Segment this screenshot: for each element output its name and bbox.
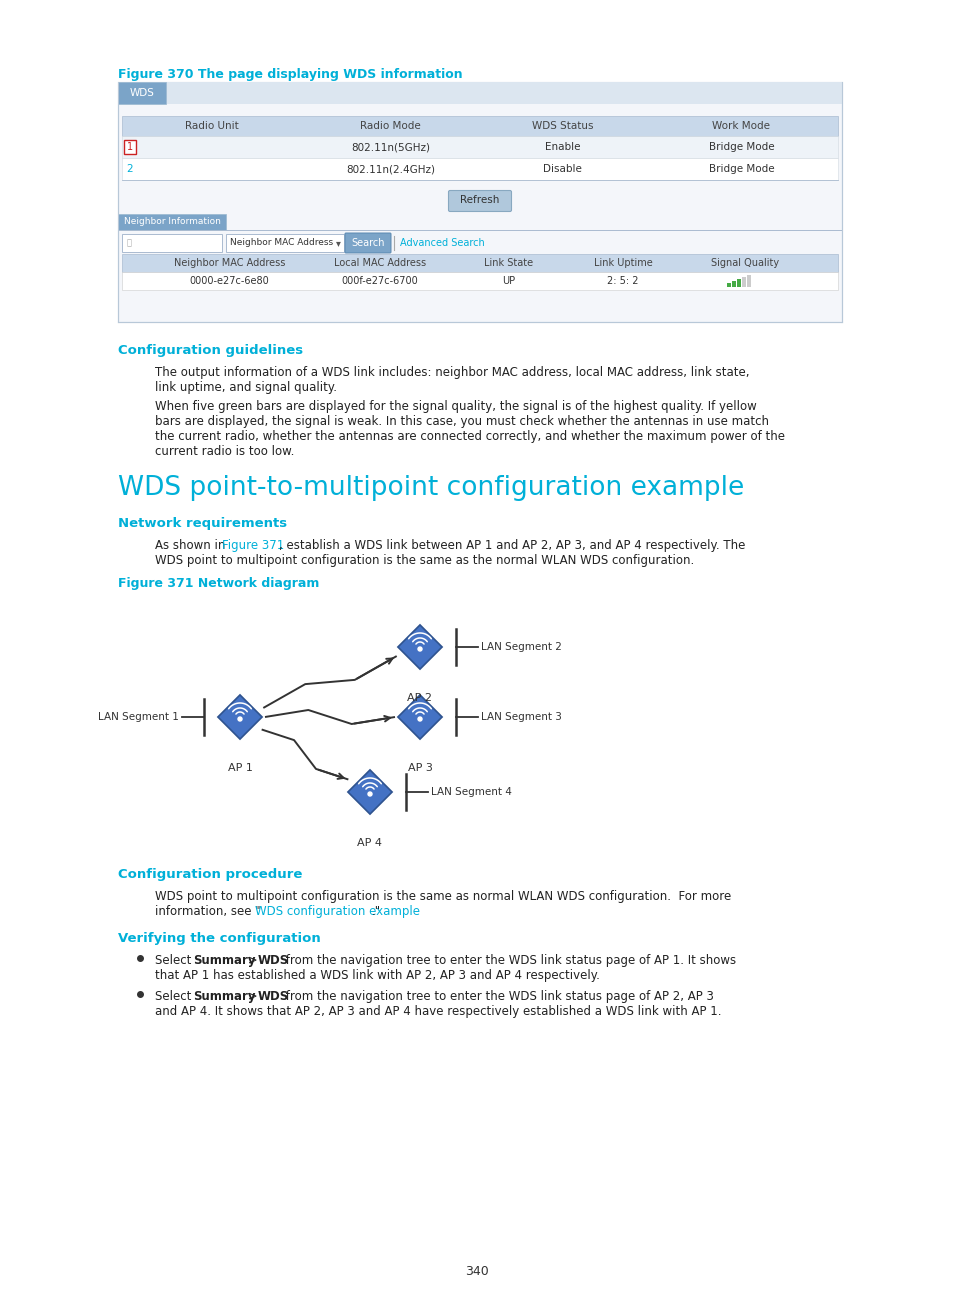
Text: LAN Segment 2: LAN Segment 2 bbox=[480, 642, 561, 652]
Text: Link Uptime: Link Uptime bbox=[593, 258, 652, 268]
Text: link uptime, and signal quality.: link uptime, and signal quality. bbox=[154, 381, 336, 394]
Bar bbox=[226, 235, 344, 251]
Bar bbox=[122, 117, 837, 136]
Text: WDS: WDS bbox=[257, 990, 289, 1003]
Text: WDS Status: WDS Status bbox=[531, 121, 593, 131]
Text: WDS point-to-multipoint configuration example: WDS point-to-multipoint configuration ex… bbox=[118, 476, 743, 502]
Text: Neighbor MAC Address: Neighbor MAC Address bbox=[230, 238, 333, 248]
Text: the current radio, whether the antennas are connected correctly, and whether the: the current radio, whether the antennas … bbox=[154, 430, 784, 443]
Text: Bridge Mode: Bridge Mode bbox=[708, 165, 773, 174]
Text: Local MAC Address: Local MAC Address bbox=[334, 258, 425, 268]
Bar bbox=[118, 82, 166, 104]
Circle shape bbox=[368, 792, 372, 796]
Text: >: > bbox=[244, 990, 261, 1003]
Text: AP 4: AP 4 bbox=[357, 839, 382, 848]
Text: LAN Segment 4: LAN Segment 4 bbox=[431, 787, 512, 797]
Text: 0000-e27c-6e80: 0000-e27c-6e80 bbox=[190, 276, 269, 286]
Bar bbox=[122, 272, 837, 290]
Bar bbox=[118, 82, 841, 321]
Text: Verifying the configuration: Verifying the configuration bbox=[118, 932, 320, 945]
Text: .": ." bbox=[372, 905, 381, 918]
Text: Figure 371: Figure 371 bbox=[222, 539, 284, 552]
Text: WDS: WDS bbox=[257, 954, 289, 967]
Text: 802.11n(2.4GHz): 802.11n(2.4GHz) bbox=[346, 165, 435, 174]
Text: Enable: Enable bbox=[544, 143, 579, 152]
Bar bbox=[122, 136, 837, 158]
FancyBboxPatch shape bbox=[448, 191, 511, 211]
Text: Disable: Disable bbox=[542, 165, 581, 174]
Text: WDS: WDS bbox=[130, 88, 154, 98]
Text: UP: UP bbox=[501, 276, 515, 286]
Text: current radio is too low.: current radio is too low. bbox=[154, 445, 294, 457]
Bar bbox=[122, 158, 837, 180]
Text: from the navigation tree to enter the WDS link status page of AP 1. It shows: from the navigation tree to enter the WD… bbox=[282, 954, 736, 967]
Text: 802.11n(5GHz): 802.11n(5GHz) bbox=[351, 143, 430, 152]
Text: When five green bars are displayed for the signal quality, the signal is of the : When five green bars are displayed for t… bbox=[154, 400, 756, 413]
Text: Advanced Search: Advanced Search bbox=[399, 238, 484, 248]
Text: ▾: ▾ bbox=[335, 238, 340, 248]
Bar bbox=[736, 279, 740, 286]
Bar bbox=[122, 254, 837, 272]
Text: Refresh: Refresh bbox=[460, 194, 499, 205]
Text: Select: Select bbox=[154, 954, 195, 967]
Text: Figure 370 The page displaying WDS information: Figure 370 The page displaying WDS infor… bbox=[118, 67, 462, 80]
Circle shape bbox=[417, 717, 421, 721]
Text: and AP 4. It shows that AP 2, AP 3 and AP 4 have respectively established a WDS : and AP 4. It shows that AP 2, AP 3 and A… bbox=[154, 1004, 720, 1017]
Text: Radio Mode: Radio Mode bbox=[359, 121, 420, 131]
Text: 2: 5: 2: 2: 5: 2 bbox=[607, 276, 639, 286]
Circle shape bbox=[417, 647, 421, 651]
Bar bbox=[726, 283, 730, 286]
Text: Link State: Link State bbox=[483, 258, 533, 268]
Text: bars are displayed, the signal is weak. In this case, you must check whether the: bars are displayed, the signal is weak. … bbox=[154, 415, 768, 428]
Text: Neighbor Information: Neighbor Information bbox=[124, 216, 221, 226]
Text: Neighbor MAC Address: Neighbor MAC Address bbox=[173, 258, 285, 268]
Text: Figure 371 Network diagram: Figure 371 Network diagram bbox=[118, 577, 319, 590]
Bar bbox=[124, 140, 136, 154]
Text: WDS point to multipoint configuration is the same as the normal WLAN WDS configu: WDS point to multipoint configuration is… bbox=[154, 553, 694, 568]
Text: Radio Unit: Radio Unit bbox=[185, 121, 238, 131]
Text: WDS configuration example: WDS configuration example bbox=[254, 905, 419, 918]
Polygon shape bbox=[397, 695, 441, 739]
Circle shape bbox=[237, 717, 242, 721]
Text: from the navigation tree to enter the WDS link status page of AP 2, AP 3: from the navigation tree to enter the WD… bbox=[282, 990, 713, 1003]
Text: Network requirements: Network requirements bbox=[118, 517, 287, 530]
Text: Configuration guidelines: Configuration guidelines bbox=[118, 343, 303, 356]
Text: , establish a WDS link between AP 1 and AP 2, AP 3, and AP 4 respectively. The: , establish a WDS link between AP 1 and … bbox=[278, 539, 744, 552]
Text: 1: 1 bbox=[127, 143, 132, 152]
Text: LAN Segment 3: LAN Segment 3 bbox=[480, 712, 561, 722]
Text: Signal Quality: Signal Quality bbox=[710, 258, 779, 268]
Bar bbox=[741, 277, 745, 286]
FancyBboxPatch shape bbox=[345, 233, 391, 253]
Text: 🔍: 🔍 bbox=[127, 238, 132, 248]
Text: information, see ": information, see " bbox=[154, 905, 260, 918]
Polygon shape bbox=[217, 695, 262, 739]
Bar bbox=[746, 275, 750, 286]
Bar bbox=[118, 82, 841, 104]
Text: Bridge Mode: Bridge Mode bbox=[708, 143, 773, 152]
Text: Configuration procedure: Configuration procedure bbox=[118, 868, 302, 881]
Text: that AP 1 has established a WDS link with AP 2, AP 3 and AP 4 respectively.: that AP 1 has established a WDS link wit… bbox=[154, 969, 599, 982]
Text: 340: 340 bbox=[465, 1265, 488, 1278]
Bar bbox=[122, 235, 222, 251]
Text: Search: Search bbox=[351, 238, 384, 248]
Text: WDS point to multipoint configuration is the same as normal WLAN WDS configurati: WDS point to multipoint configuration is… bbox=[154, 890, 731, 903]
Bar bbox=[118, 214, 226, 229]
Text: The output information of a WDS link includes: neighbor MAC address, local MAC a: The output information of a WDS link inc… bbox=[154, 365, 749, 378]
Text: AP 1: AP 1 bbox=[228, 763, 253, 772]
Polygon shape bbox=[397, 625, 441, 669]
Text: 2: 2 bbox=[127, 165, 133, 174]
Text: Select: Select bbox=[154, 990, 195, 1003]
Text: As shown in: As shown in bbox=[154, 539, 229, 552]
Text: AP 2: AP 2 bbox=[407, 693, 432, 702]
Polygon shape bbox=[348, 770, 392, 814]
Bar bbox=[731, 281, 735, 286]
Text: Work Mode: Work Mode bbox=[712, 121, 769, 131]
Text: Summary: Summary bbox=[193, 954, 255, 967]
Text: >: > bbox=[244, 954, 261, 967]
Text: LAN Segment 1: LAN Segment 1 bbox=[98, 712, 179, 722]
Text: AP 3: AP 3 bbox=[407, 763, 432, 772]
Text: Summary: Summary bbox=[193, 990, 255, 1003]
Text: 000f-e27c-6700: 000f-e27c-6700 bbox=[341, 276, 417, 286]
